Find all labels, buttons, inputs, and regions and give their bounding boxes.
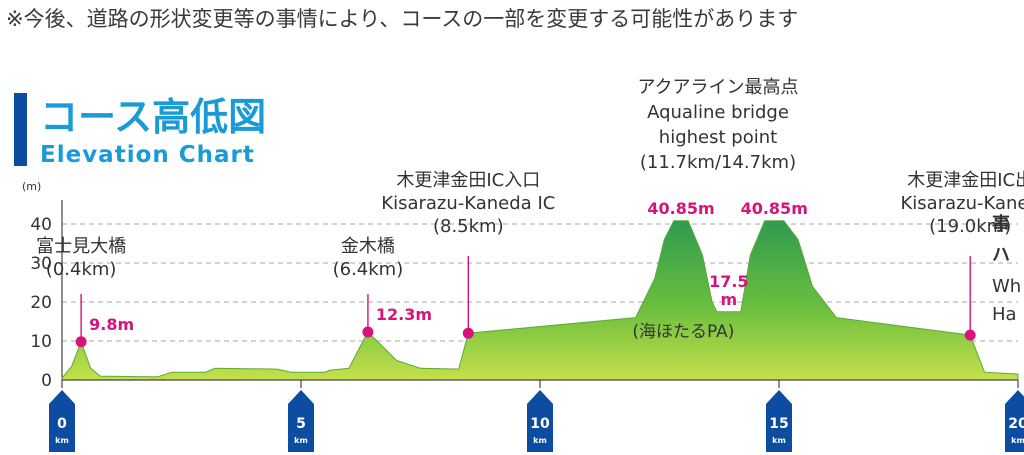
y-tick-label: 40	[30, 215, 52, 235]
km-marker-badge	[288, 390, 314, 452]
elevation-profile-area	[61, 220, 1019, 381]
km-marker-unit: km	[533, 436, 547, 445]
x-axis-km-markers: 0 km 5 km 10 km 15 km 20 km	[49, 380, 1024, 452]
y-axis: (m) 0 10 20 30 40	[22, 180, 63, 391]
km-marker-unit: km	[1011, 436, 1024, 445]
marker-dot	[462, 327, 474, 339]
cropped-edge-label: Wh	[992, 276, 1021, 297]
dip-unit-label: m	[720, 290, 737, 309]
dip-value-label: 17.5	[709, 272, 748, 291]
marker-value-label: 12.3m	[376, 305, 432, 324]
parking-area-label: (海ほたるPA)	[632, 322, 734, 342]
elevation-markers: 9.8m 富士見大橋(0.4km) 12.3m 金木橋(6.4km) 木更津金田IC入口…	[36, 77, 1024, 348]
marker-name-label: 金木橋	[341, 236, 395, 257]
chart-title-en: Elevation Chart	[40, 142, 255, 168]
y-tick-label: 30	[30, 254, 52, 274]
peak-value-label: 40.85m	[741, 199, 808, 218]
y-tick-label: 10	[30, 332, 52, 352]
peak-title-line: アクアライン最高点	[637, 77, 798, 98]
marker-name-label: Kisarazu-Kaned	[900, 193, 1024, 214]
km-marker-badge	[49, 390, 75, 452]
km-marker-number: 15	[769, 416, 788, 432]
marker-dot	[362, 326, 374, 338]
marker-name-label: 木更津金田IC入口	[396, 170, 540, 191]
cropped-edge-label: ハ	[992, 245, 1010, 266]
elevation-profile-path	[61, 220, 1019, 381]
y-axis-unit: (m)	[22, 180, 41, 193]
km-marker-badge	[527, 390, 553, 452]
chart-title-jp: コース高低図	[40, 95, 266, 139]
km-marker-unit: km	[55, 436, 69, 445]
marker-name-label: Kisarazu-Kaneda IC	[381, 193, 555, 214]
km-marker-badge	[1005, 390, 1024, 452]
marker-name-label: (19.0km)	[929, 216, 1011, 237]
marker-name-label: 木更津金田IC出	[907, 170, 1024, 191]
peak-title-line: highest point	[659, 127, 777, 148]
y-tick-label: 0	[41, 371, 52, 391]
marker-name-label: (6.4km)	[333, 259, 404, 280]
km-marker-number: 20	[1008, 416, 1024, 432]
km-marker-number: 0	[57, 416, 67, 432]
peak-title-line: Aqualine bridge	[647, 102, 789, 123]
km-marker-number: 5	[296, 416, 306, 432]
km-marker-unit: km	[294, 436, 308, 445]
km-marker-badge	[766, 390, 792, 452]
km-marker-unit: km	[772, 436, 786, 445]
cropped-edge-label: 事	[992, 213, 1010, 235]
peak-value-label: 40.85m	[647, 199, 714, 218]
marker-name-label: (0.4km)	[46, 259, 117, 280]
cropped-edge-label: Ha	[992, 304, 1017, 325]
marker-name-label: (8.5km)	[433, 216, 504, 237]
marker-name-label: 富士見大橋	[36, 236, 126, 257]
marker-value-label: 9.8m	[89, 315, 134, 334]
peak-title-line: (11.7km/14.7km)	[640, 152, 796, 173]
heading-accent-bar	[14, 93, 27, 166]
marker-dot	[75, 336, 87, 348]
marker-dot	[964, 329, 976, 341]
course-change-notice: ※今後、道路の形状変更等の事情により、コースの一部を変更する可能性があります	[6, 7, 798, 31]
km-marker-number: 10	[530, 416, 550, 432]
y-tick-label: 20	[30, 293, 52, 313]
